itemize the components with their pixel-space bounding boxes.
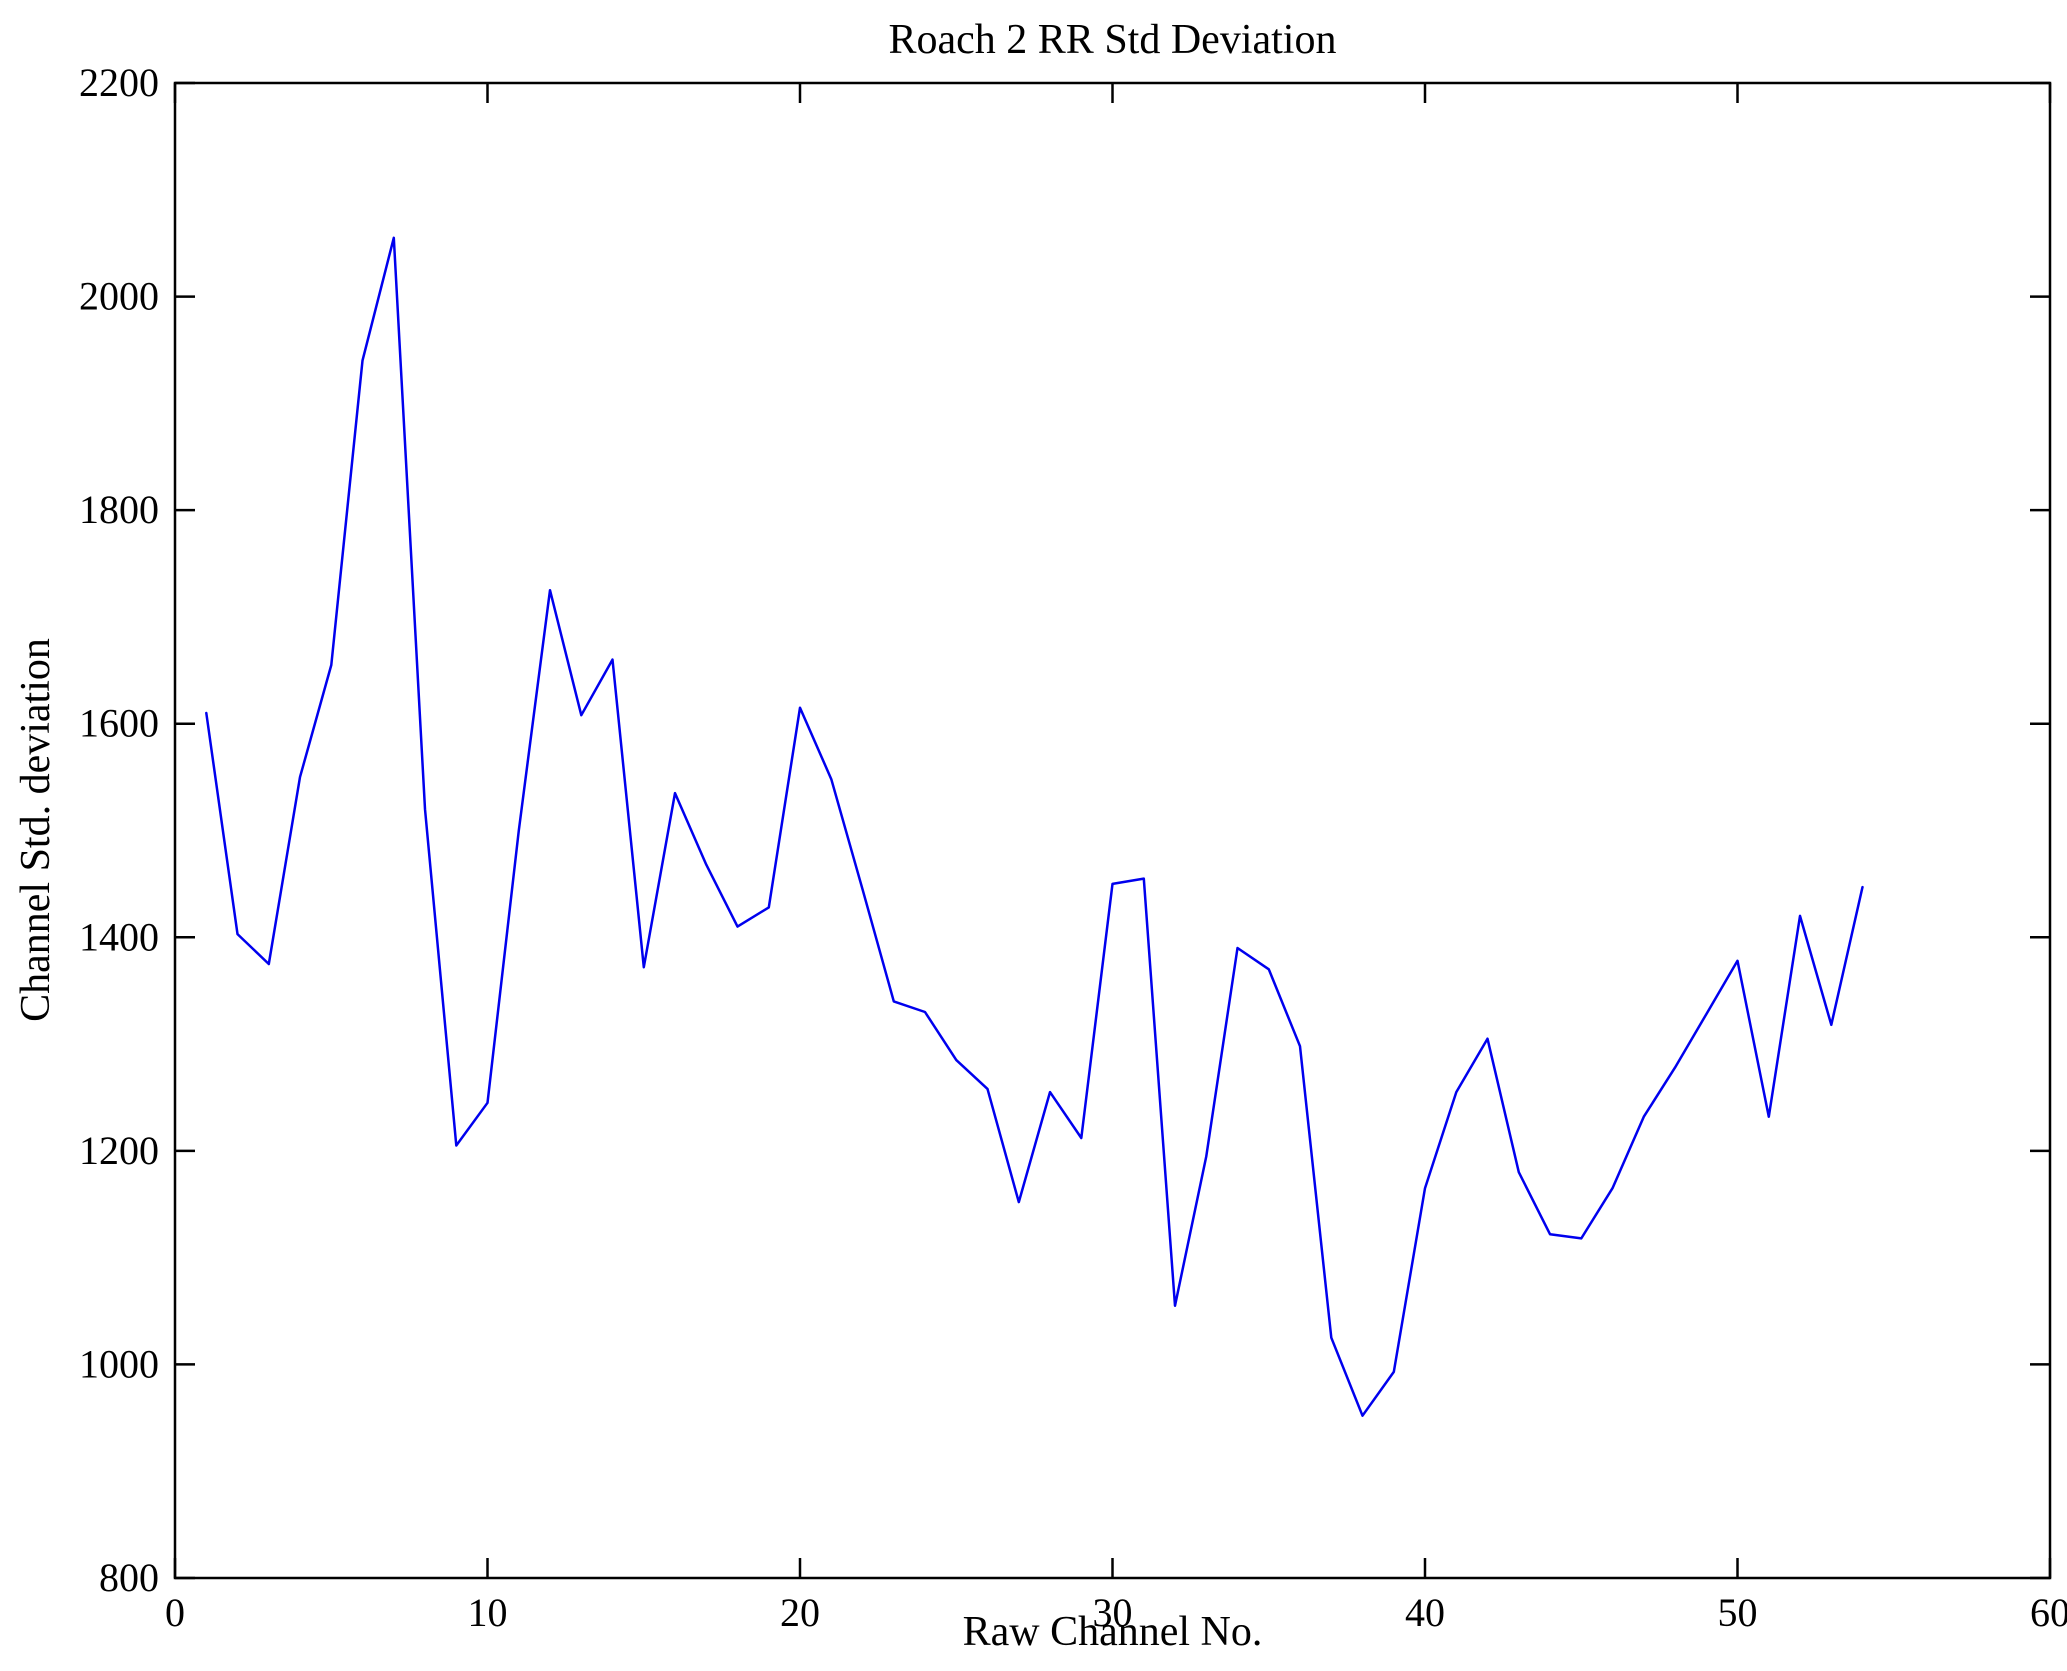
x-tick-label: 50 bbox=[1718, 1590, 1758, 1635]
y-tick-label: 2000 bbox=[79, 274, 159, 319]
x-tick-label: 60 bbox=[2030, 1590, 2067, 1635]
y-tick-label: 2200 bbox=[79, 60, 159, 105]
x-axis-label: Raw Channel No. bbox=[962, 1609, 1263, 1655]
axes-box bbox=[173, 81, 2052, 1580]
chart-title: Roach 2 RR Std Deviation bbox=[888, 17, 1337, 63]
y-tick-label: 1200 bbox=[79, 1128, 159, 1173]
y-tick-label: 1800 bbox=[79, 487, 159, 532]
y-tick-label: 1400 bbox=[79, 914, 159, 959]
y-tick-label: 1600 bbox=[79, 701, 159, 746]
x-tick-label: 30 bbox=[1093, 1590, 1133, 1635]
x-tick-label: 0 bbox=[165, 1590, 185, 1635]
x-tick-label: 20 bbox=[780, 1590, 820, 1635]
y-tick-label: 800 bbox=[99, 1555, 159, 1600]
y-tick-label: 1000 bbox=[79, 1341, 159, 1386]
x-tick-label: 10 bbox=[468, 1590, 508, 1635]
data-line-series bbox=[205, 236, 1864, 1417]
x-tick-label: 40 bbox=[1405, 1590, 1445, 1635]
